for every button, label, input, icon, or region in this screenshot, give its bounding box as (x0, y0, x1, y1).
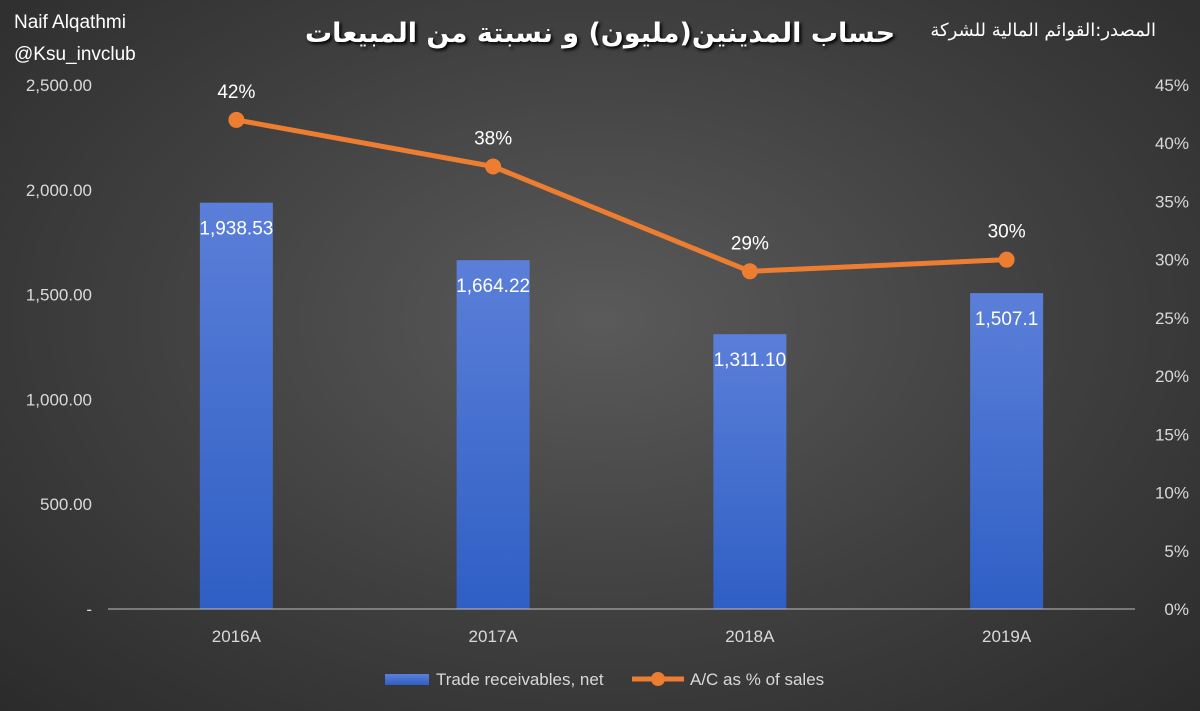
x-tick-label: 2018A (725, 627, 775, 646)
author-name: Naif Alqathmi (14, 12, 126, 33)
left-tick-label: 1,500.00 (26, 286, 92, 305)
bar (199, 202, 273, 609)
chart-title: حساب المدينين(مليون) و نسبتة من المبيعات (304, 18, 896, 49)
line-series: 42% 38% 29% 30% (217, 82, 1026, 280)
line-data-label: 38% (474, 129, 512, 150)
x-axis-labels: 2016A 2017A 2018A 2019A (212, 627, 1032, 646)
left-tick-label: 1,000.00 (26, 390, 92, 409)
bar-data-label: 1,938.53 (199, 219, 273, 240)
right-tick-label: 45% (1155, 76, 1189, 95)
legend-line-marker (651, 672, 665, 686)
line-point (998, 251, 1015, 268)
line-data-label: 42% (217, 82, 255, 103)
left-tick-label: 500.00 (40, 495, 92, 514)
line-data-label: 30% (988, 222, 1026, 243)
right-tick-label: 40% (1155, 134, 1189, 153)
left-tick-label: - (86, 600, 92, 619)
line-point (741, 263, 758, 280)
bar (456, 260, 530, 609)
bar-data-label: 1,507.1 (975, 309, 1038, 330)
right-tick-label: 10% (1155, 484, 1189, 503)
line-point (485, 158, 502, 175)
left-tick-label: 2,500.00 (26, 76, 92, 95)
legend-bar-swatch (385, 674, 429, 685)
right-tick-label: 5% (1164, 542, 1189, 561)
right-tick-label: 25% (1155, 309, 1189, 328)
legend-bar-label: Trade receivables, net (436, 670, 604, 689)
legend: Trade receivables, net A/C as % of sales (385, 670, 824, 689)
right-axis: 0% 5% 10% 15% 20% 25% 30% 35% 40% 45% (1155, 76, 1189, 619)
source-note: المصدر:القوائم المالية للشركة (930, 20, 1156, 41)
bar-data-label: 1,664.22 (456, 276, 530, 297)
right-tick-label: 20% (1155, 367, 1189, 386)
author-handle: @Ksu_invclub (14, 44, 136, 65)
x-tick-label: 2016A (212, 627, 262, 646)
bar-series: 1,938.53 1,664.22 1,311.10 1,507.1 (199, 202, 1044, 609)
line-path (235, 117, 1007, 274)
line-data-label: 29% (731, 233, 769, 254)
line-point (228, 111, 245, 128)
bar (713, 334, 787, 609)
bar (970, 293, 1044, 609)
right-tick-label: 30% (1155, 251, 1189, 270)
left-tick-label: 2,000.00 (26, 181, 92, 200)
right-tick-label: 0% (1164, 600, 1189, 619)
right-tick-label: 15% (1155, 425, 1189, 444)
x-tick-label: 2017A (469, 627, 519, 646)
bar-data-label: 1,311.10 (714, 350, 787, 371)
x-tick-label: 2019A (982, 627, 1032, 646)
legend-line-label: A/C as % of sales (690, 670, 824, 689)
left-axis: - 500.00 1,000.00 1,500.00 2,000.00 2,500.00 (26, 76, 92, 619)
right-tick-label: 35% (1155, 192, 1189, 211)
